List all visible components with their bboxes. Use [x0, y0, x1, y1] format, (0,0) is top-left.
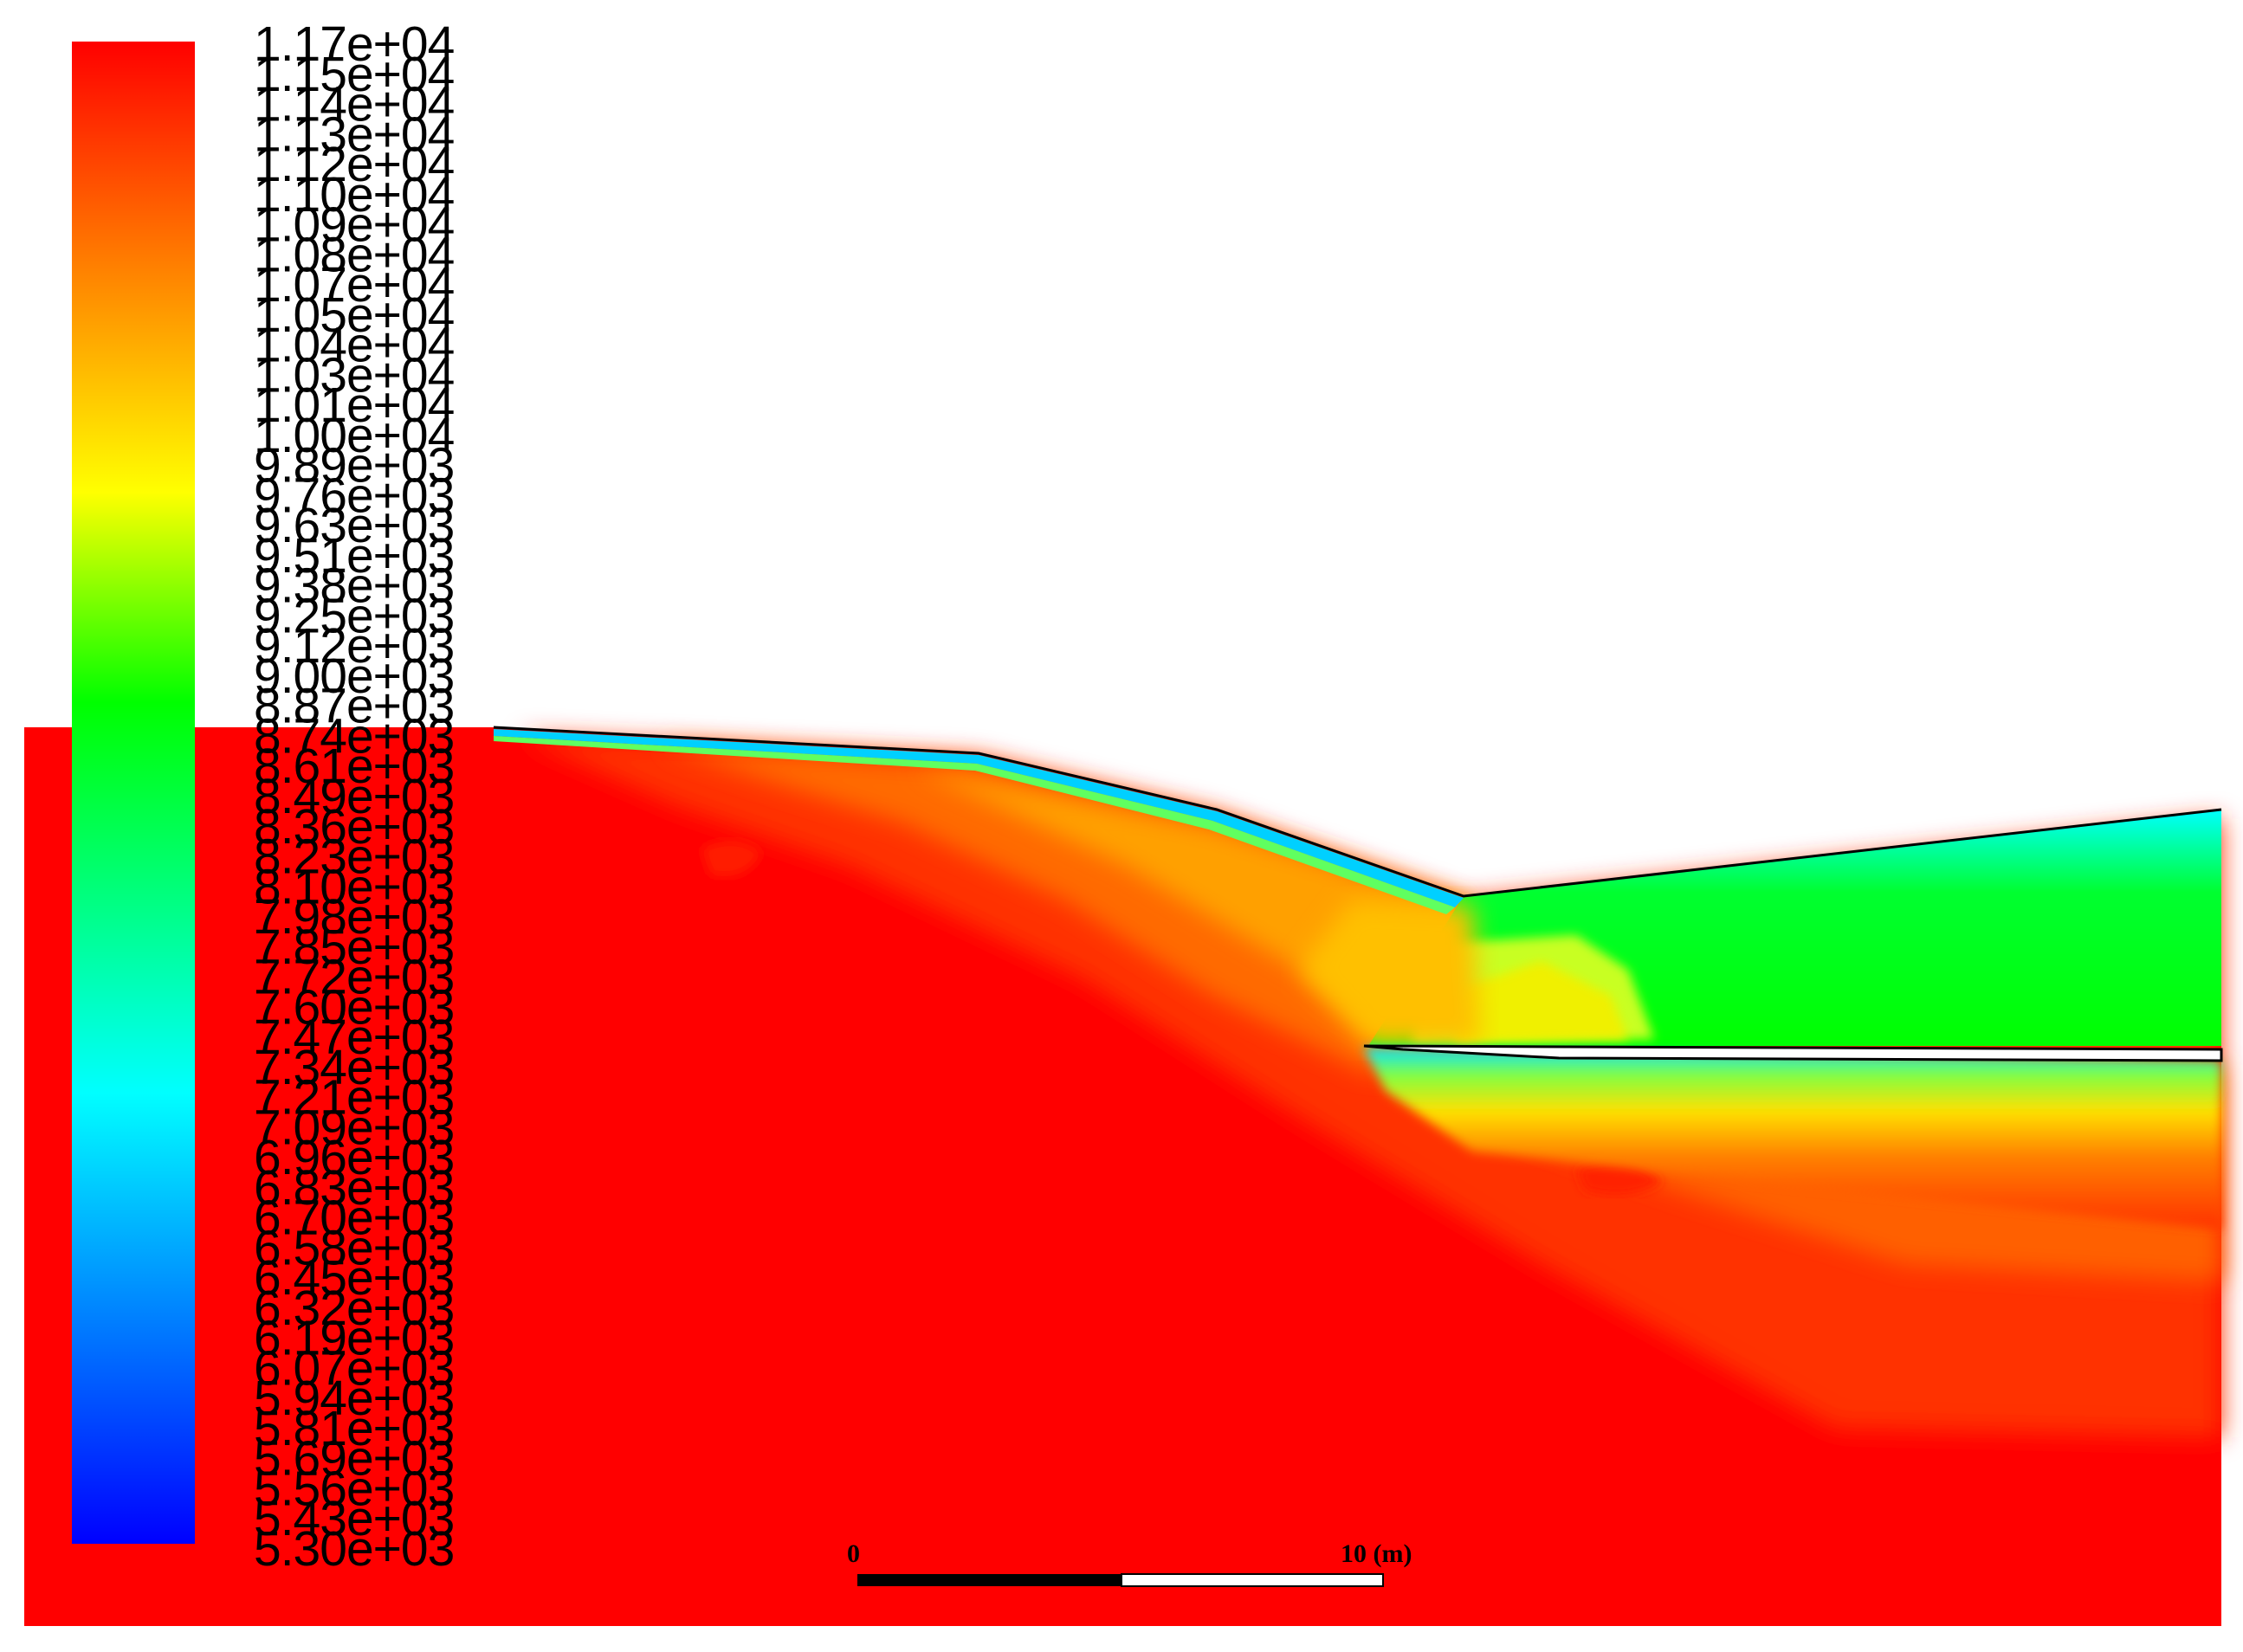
colorbar-level-label: 5.94e+03 — [254, 1371, 454, 1426]
colorbar-level-label: 5.30e+03 — [254, 1521, 454, 1577]
colorbar-level-label: 8.49e+03 — [254, 769, 454, 824]
colorbar-level-label: 7.09e+03 — [254, 1100, 454, 1155]
scale-bar-empty — [1121, 1573, 1384, 1587]
colorbar-level-label: 1.12e+04 — [254, 137, 455, 192]
colorbar-level-label: 1.03e+04 — [254, 347, 455, 403]
colorbar-level-label: 6.58e+03 — [254, 1220, 454, 1275]
colorbar-level-label: 6.19e+03 — [254, 1311, 454, 1366]
colorbar-level-label: 5.69e+03 — [254, 1431, 454, 1487]
colorbar-level-label: 8.36e+03 — [254, 799, 454, 855]
scale-bar-filled — [857, 1574, 1122, 1586]
scale-end-label: 10 (m) — [1341, 1539, 1412, 1568]
colorbar-level-label: 6.83e+03 — [254, 1160, 454, 1216]
colorbar: 1.17e+041.15e+041.14e+041.13e+041.12e+04… — [72, 16, 456, 1577]
colorbar-level-label: 8.23e+03 — [254, 829, 454, 885]
colorbar-level-label: 1.07e+04 — [254, 257, 455, 313]
colorbar-level-label: 1.00e+04 — [254, 408, 455, 463]
colorbar-level-label: 7.72e+03 — [254, 950, 454, 1005]
colorbar-labels: 1.17e+041.15e+041.14e+041.13e+041.12e+04… — [254, 16, 456, 1577]
colorbar-level-label: 1.08e+04 — [254, 227, 455, 282]
colorbar-level-label: 9.25e+03 — [254, 588, 454, 643]
colorbar-level-label: 1.05e+04 — [254, 287, 455, 343]
colorbar-level-label: 5.81e+03 — [254, 1401, 454, 1456]
colorbar-level-label: 9.89e+03 — [254, 438, 454, 494]
colorbar-level-label: 1.15e+04 — [254, 47, 455, 102]
lower-channel-region — [1364, 1048, 2221, 1229]
colorbar-level-label: 8.10e+03 — [254, 859, 454, 914]
colorbar-level-label: 6.70e+03 — [254, 1191, 454, 1246]
colorbar-level-label: 8.61e+03 — [254, 739, 454, 794]
colorbar-level-label: 9.63e+03 — [254, 498, 454, 553]
colorbar-gradient — [72, 42, 195, 1544]
colorbar-level-label: 1.17e+04 — [254, 16, 455, 72]
red-pocket-2 — [1576, 1162, 1663, 1196]
colorbar-level-label: 6.32e+03 — [254, 1281, 454, 1336]
domain-outline — [493, 726, 2222, 898]
colorbar-level-label: 7.34e+03 — [254, 1040, 454, 1095]
colorbar-level-label: 1.04e+04 — [254, 318, 455, 373]
colorbar-level-label: 1.01e+04 — [254, 378, 455, 433]
colorbar-level-label: 5.43e+03 — [254, 1491, 454, 1546]
colorbar-level-label: 7.21e+03 — [254, 1070, 454, 1126]
orange-zone — [658, 745, 1472, 1074]
colorbar-level-label: 8.87e+03 — [254, 679, 454, 734]
colorbar-level-label: 1.10e+04 — [254, 167, 455, 223]
injection-slot — [1363, 1044, 2223, 1062]
colorbar-level-label: 7.85e+03 — [254, 920, 454, 975]
mixing-zone — [1299, 900, 1481, 1046]
flow-domain — [24, 726, 2223, 1626]
colorbar-level-label: 7.98e+03 — [254, 889, 454, 945]
colorbar-level-label: 9.76e+03 — [254, 468, 454, 523]
colorbar-level-label: 8.74e+03 — [254, 708, 454, 764]
colorbar-level-label: 6.96e+03 — [254, 1130, 454, 1185]
colorbar-level-label: 9.51e+03 — [254, 528, 454, 584]
scale-start-label: 0 — [847, 1539, 860, 1568]
red-pocket-1 — [701, 841, 762, 877]
yellow-inner-zone — [1455, 961, 1628, 1043]
colorbar-level-label: 9.38e+03 — [254, 558, 454, 614]
colorbar-level-label: 7.60e+03 — [254, 979, 454, 1035]
colorbar-level-label: 5.56e+03 — [254, 1461, 454, 1516]
colorbar-level-label: 6.07e+03 — [254, 1340, 454, 1396]
colorbar-level-label: 1.14e+04 — [254, 77, 455, 132]
colorbar-level-label: 6.45e+03 — [254, 1250, 454, 1306]
colorbar-level-label: 7.47e+03 — [254, 1010, 454, 1065]
colorbar-level-label: 9.00e+03 — [254, 649, 454, 704]
colorbar-level-label: 1.09e+04 — [254, 197, 455, 253]
scale-bar: 0 10 (m) — [847, 1539, 1412, 1587]
colorbar-level-label: 9.12e+03 — [254, 618, 454, 674]
colorbar-level-label: 1.13e+04 — [254, 106, 455, 162]
